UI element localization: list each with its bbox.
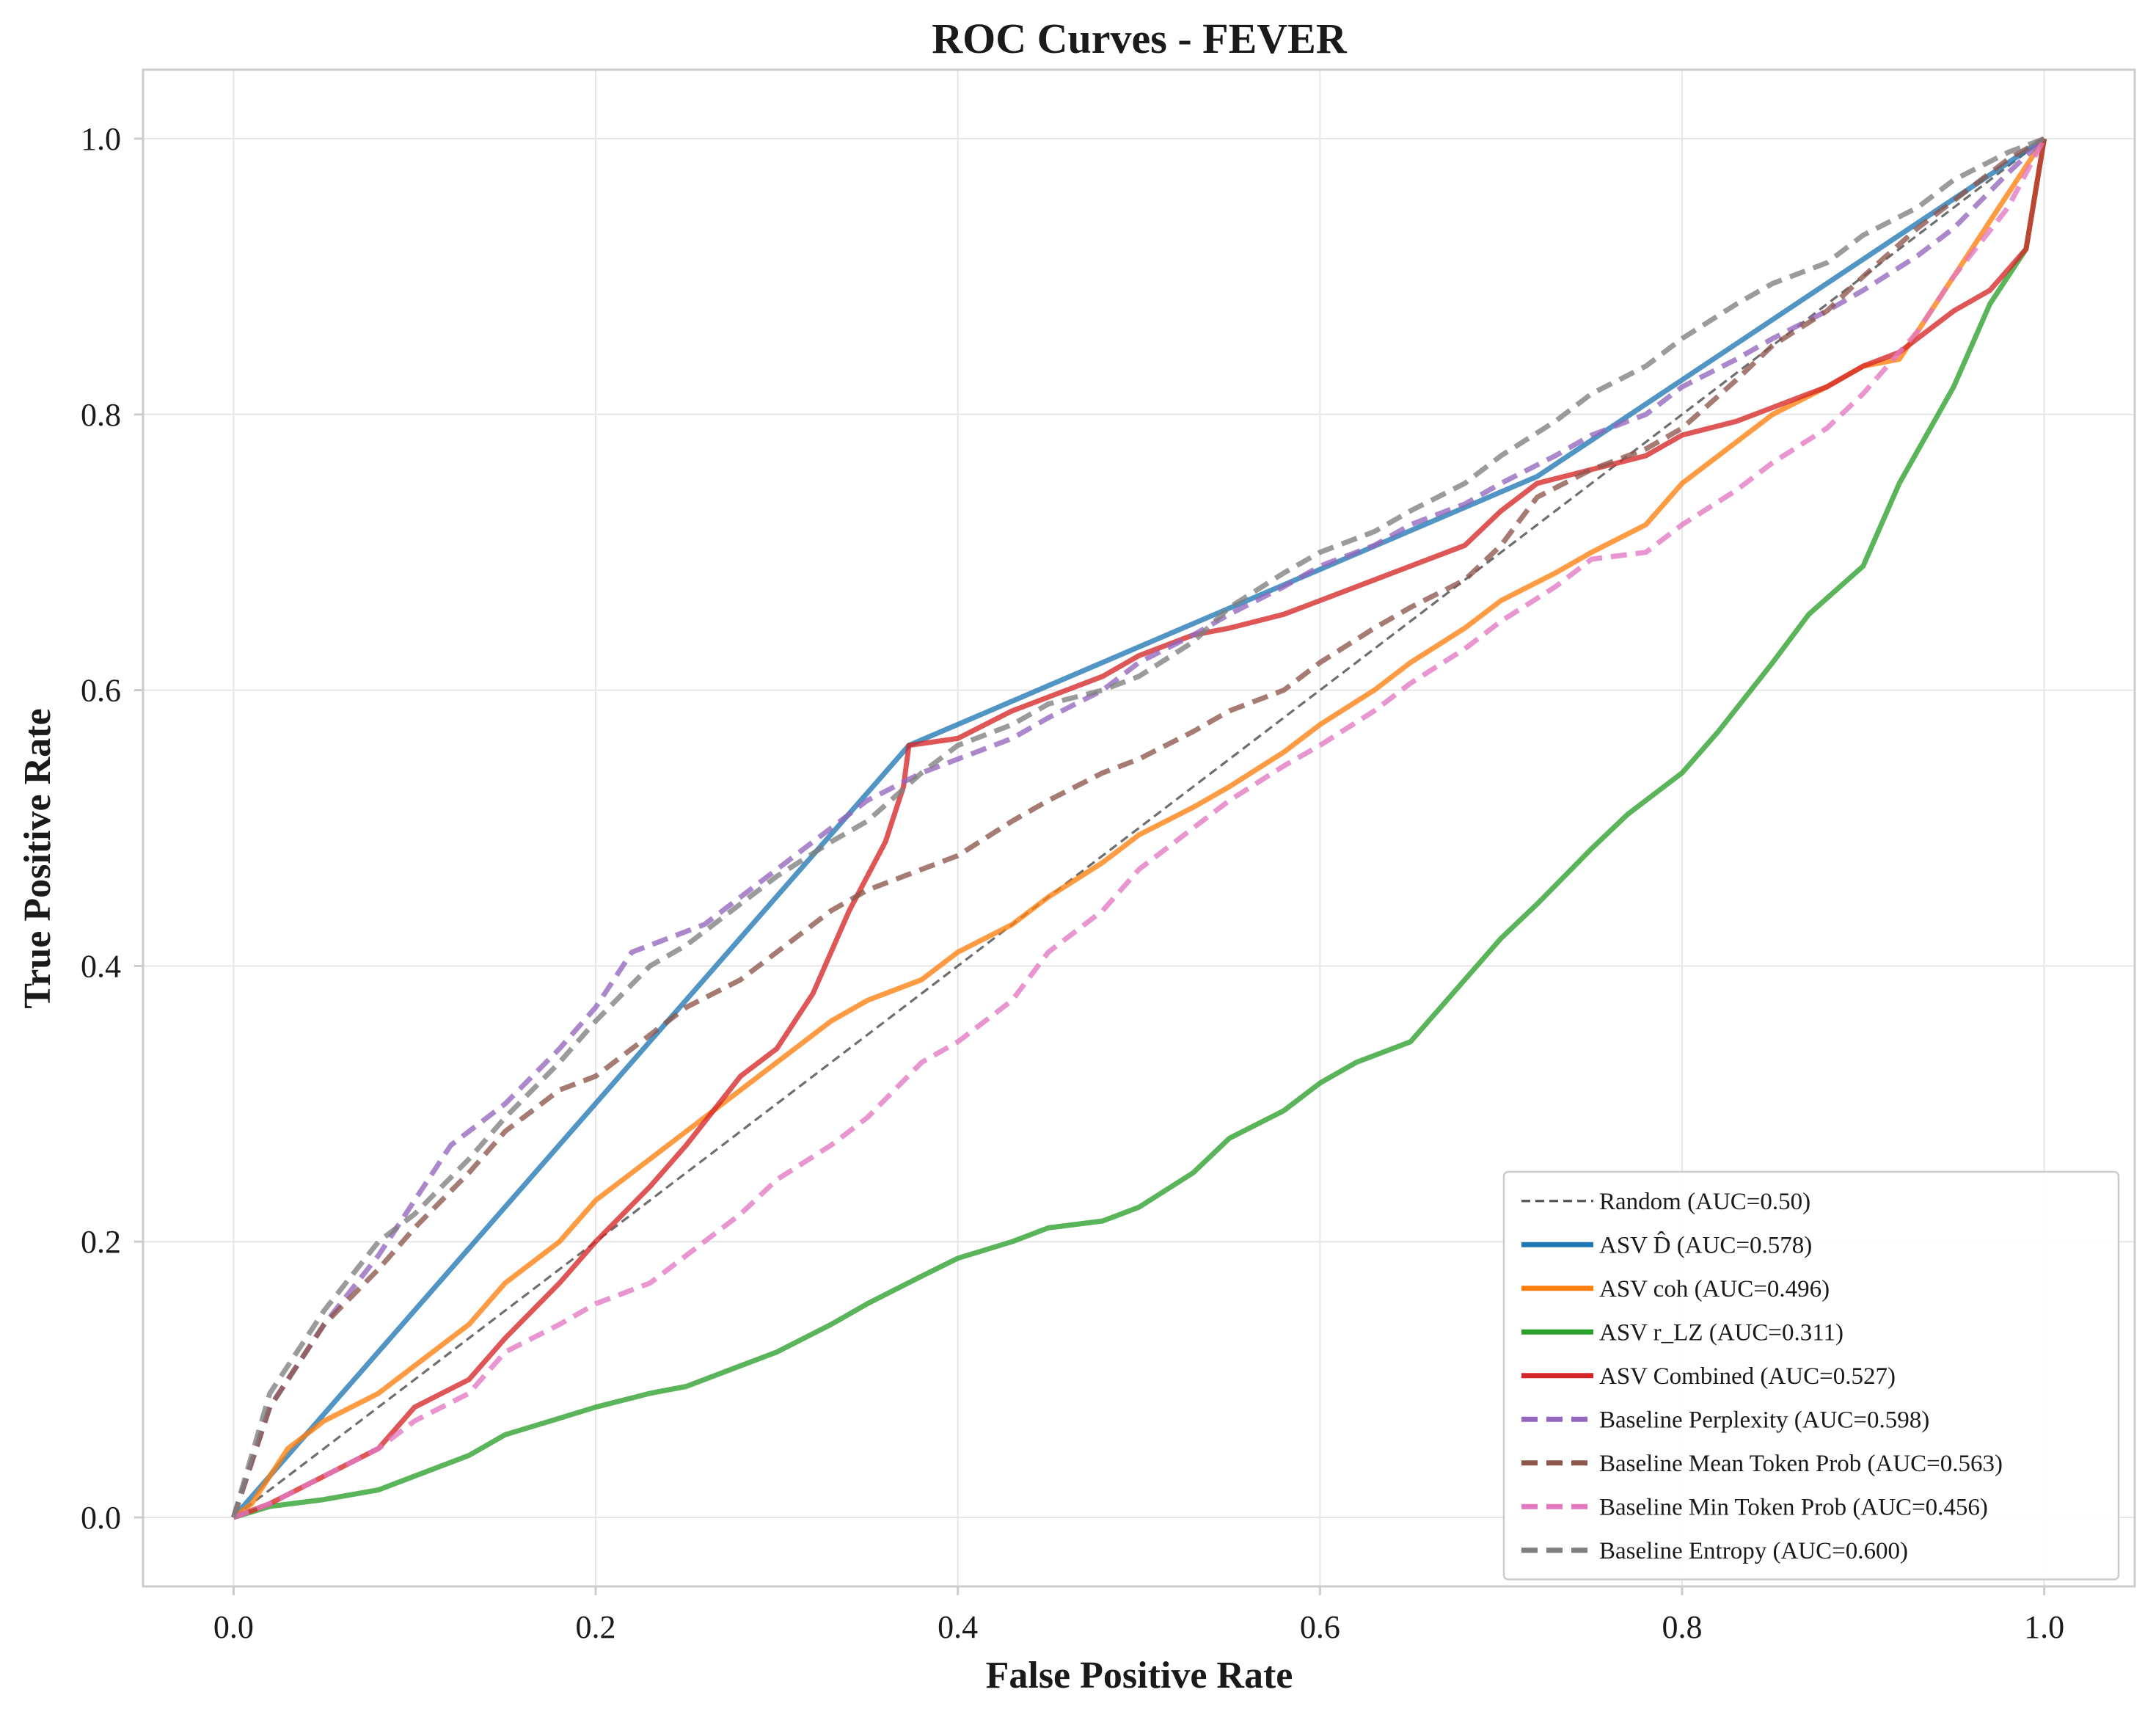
legend-label: Baseline Entropy (AUC=0.600): [1599, 1538, 1908, 1564]
legend: Random (AUC=0.50) ASV D̂ (AUC=0.578) ASV c…: [1504, 1172, 2119, 1580]
legend-label: ASV r_LZ (AUC=0.311): [1599, 1319, 1843, 1346]
legend-label: Random (AUC=0.50): [1599, 1189, 1810, 1215]
y-tick-label: 0.8: [81, 397, 121, 433]
legend-label: ASV D̂ (AUC=0.578): [1599, 1231, 1812, 1258]
legend-label: Baseline Mean Token Prob (AUC=0.563): [1599, 1451, 2003, 1477]
chart-title: ROC Curves - FEVER: [932, 15, 1348, 62]
y-tick-label: 0.0: [81, 1500, 121, 1536]
y-tick-label: 0.2: [81, 1224, 121, 1260]
y-tick-label: 0.6: [81, 673, 121, 709]
x-tick-label: 0.2: [576, 1609, 616, 1645]
y-tick-label: 0.4: [81, 948, 121, 984]
y-tick-label: 1.0: [81, 121, 121, 157]
x-axis-label: False Positive Rate: [986, 1655, 1293, 1696]
legend-label: ASV coh (AUC=0.496): [1599, 1276, 1830, 1302]
x-tick-label: 1.0: [2024, 1609, 2064, 1645]
legend-label: ASV Combined (AUC=0.527): [1599, 1363, 1896, 1390]
x-tick-label: 0.6: [1300, 1609, 1340, 1645]
y-axis-label: True Positive Rate: [17, 708, 59, 1008]
x-tick-label: 0.0: [213, 1609, 254, 1645]
x-tick-label: 0.4: [938, 1609, 978, 1645]
legend-label: Baseline Min Token Prob (AUC=0.456): [1599, 1494, 1988, 1520]
legend-label: Baseline Perplexity (AUC=0.598): [1599, 1407, 1929, 1433]
x-tick-label: 0.8: [1662, 1609, 1702, 1645]
